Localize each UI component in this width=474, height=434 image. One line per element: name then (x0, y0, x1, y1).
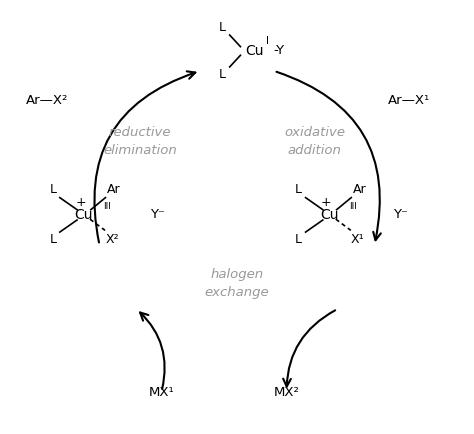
Text: oxidative
addition: oxidative addition (284, 126, 345, 157)
Text: L: L (219, 21, 226, 34)
Text: +: + (75, 196, 86, 209)
Text: X¹: X¹ (351, 233, 365, 247)
Text: Y⁻: Y⁻ (150, 208, 165, 221)
Text: X²: X² (105, 233, 119, 247)
Text: Ar—X²: Ar—X² (26, 94, 68, 107)
Text: +: + (321, 196, 332, 209)
Text: Cu: Cu (246, 44, 264, 58)
Text: Ar: Ar (107, 183, 121, 196)
Text: I: I (266, 36, 269, 46)
Text: Y⁻: Y⁻ (393, 208, 409, 221)
Text: Ar—X¹: Ar—X¹ (388, 94, 430, 107)
Text: L: L (219, 68, 226, 81)
Text: III: III (103, 202, 111, 211)
Text: Cu: Cu (75, 208, 93, 222)
Text: L: L (49, 233, 56, 247)
Text: Cu: Cu (320, 208, 339, 222)
Text: MX¹: MX¹ (149, 386, 174, 399)
Text: -Y: -Y (273, 44, 285, 57)
Text: Ar: Ar (353, 183, 367, 196)
Text: L: L (295, 233, 302, 247)
Text: III: III (349, 202, 357, 211)
Text: L: L (295, 183, 302, 196)
Text: reductive
elimination: reductive elimination (103, 126, 177, 157)
Text: MX²: MX² (273, 386, 300, 399)
Text: L: L (49, 183, 56, 196)
Text: halogen
exchange: halogen exchange (205, 268, 269, 299)
